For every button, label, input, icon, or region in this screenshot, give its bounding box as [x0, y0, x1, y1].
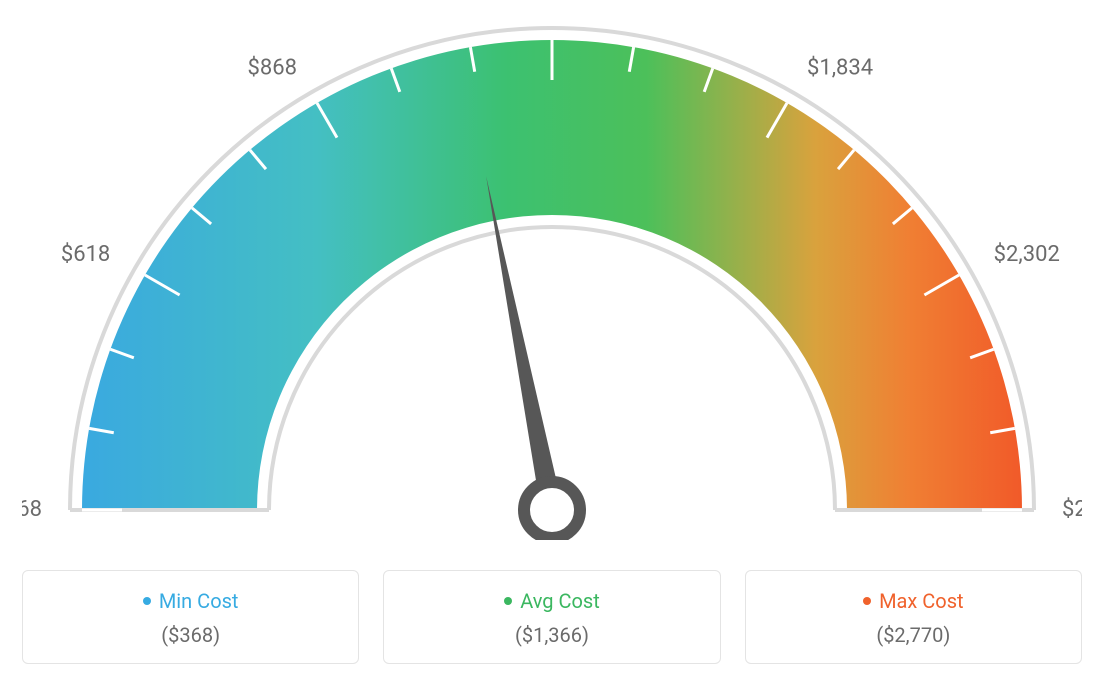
legend-avg-value: ($1,366)	[394, 623, 709, 647]
legend-max-label: Max Cost	[756, 589, 1071, 613]
cost-gauge: $368$618$868$1,366$1,834$2,302$2,770	[22, 20, 1082, 540]
legend-avg-label: Avg Cost	[394, 589, 709, 613]
legend-min-value: ($368)	[33, 623, 348, 647]
gauge-svg: $368$618$868$1,366$1,834$2,302$2,770	[22, 20, 1082, 540]
legend-card-max: Max Cost ($2,770)	[745, 570, 1082, 664]
gauge-tick-label: $1,834	[807, 55, 873, 80]
gauge-tick-label: $868	[248, 55, 297, 80]
gauge-tick-label: $618	[61, 242, 110, 267]
gauge-arc-fill	[82, 40, 1022, 510]
legend-row: Min Cost ($368) Avg Cost ($1,366) Max Co…	[22, 570, 1082, 664]
legend-card-avg: Avg Cost ($1,366)	[383, 570, 720, 664]
legend-max-value: ($2,770)	[756, 623, 1071, 647]
legend-min-label: Min Cost	[33, 589, 348, 613]
gauge-tick-label: $2,302	[994, 242, 1060, 267]
gauge-tick-label: $368	[22, 497, 42, 522]
legend-card-min: Min Cost ($368)	[22, 570, 359, 664]
gauge-needle-hub	[524, 482, 580, 538]
gauge-tick-label: $2,770	[1062, 497, 1082, 522]
